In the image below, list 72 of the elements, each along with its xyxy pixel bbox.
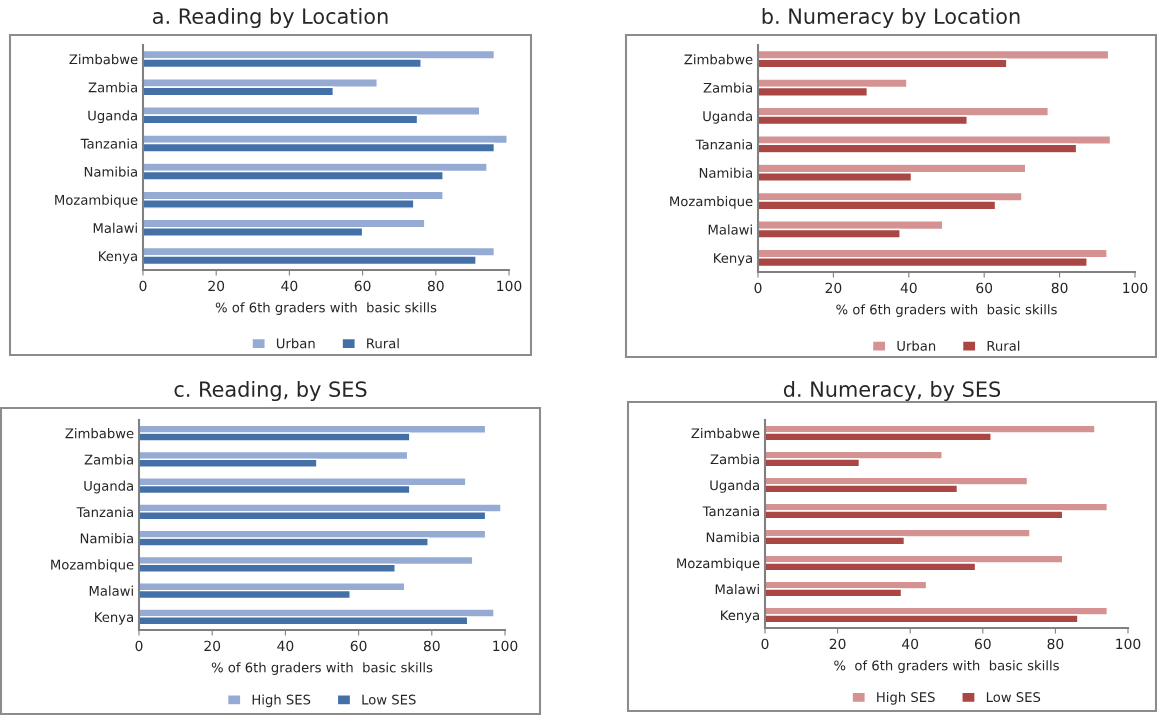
y-tick-label: Zimbabwe — [691, 427, 760, 439]
x-tick-label: 20 — [204, 640, 221, 652]
chart-title: a. Reading by Location — [153, 7, 388, 29]
x-tick-label: 80 — [1047, 638, 1064, 650]
y-tick-label: Zambia — [710, 453, 759, 465]
x-tick-label: 40 — [281, 280, 298, 292]
x-axis-title: % of 6th graders with basic skills — [834, 660, 1059, 673]
x-tick-label: 40 — [277, 640, 294, 652]
x-tick-label: 40 — [900, 282, 917, 294]
y-tick-label: Mozambique — [55, 194, 138, 208]
chart-title: b. Numeracy by Location — [762, 7, 1020, 29]
y-tick-label: Uganda — [84, 480, 133, 494]
legend-label: Urban — [276, 338, 315, 349]
x-tick-label: 60 — [350, 640, 367, 652]
y-tick-label: Mozambique — [670, 196, 753, 209]
chart-title: d. Numeracy, by SES — [783, 380, 1001, 402]
chart-title: c. Reading, by SES — [174, 380, 367, 402]
x-tick-label: 20 — [829, 638, 846, 650]
y-tick-label: Malawi — [89, 585, 133, 596]
y-tick-label: Namibia — [84, 166, 137, 177]
x-tick-label: 0 — [754, 282, 762, 294]
y-tick-label: Kenya — [714, 253, 752, 266]
x-tick-label: 40 — [902, 638, 919, 650]
y-tick-label: Tanzania — [80, 138, 137, 149]
legend-label: Low SES — [986, 692, 1041, 703]
x-tick-label: 0 — [139, 280, 147, 292]
y-tick-label: Mozambique — [677, 557, 760, 571]
x-tick-label: 100 — [1116, 638, 1141, 650]
y-tick-label: Kenya — [95, 612, 133, 625]
y-tick-label: Uganda — [710, 479, 759, 493]
x-tick-label: 20 — [825, 282, 842, 294]
x-axis-title: % of 6th graders with basic skills — [211, 662, 433, 675]
y-tick-label: Namibia — [699, 167, 752, 178]
x-axis-title: % of 6th graders with basic skills — [215, 302, 437, 315]
x-tick-label: 60 — [974, 638, 991, 650]
y-tick-label: Malawi — [708, 224, 752, 235]
y-tick-label: Zambia — [88, 82, 137, 93]
x-tick-label: 80 — [1051, 282, 1068, 294]
x-tick-label: 60 — [976, 282, 993, 294]
x-tick-label: 20 — [208, 280, 225, 292]
y-tick-label: Mozambique — [51, 559, 134, 573]
y-tick-label: Malawi — [93, 222, 137, 234]
x-tick-label: 100 — [493, 640, 518, 652]
x-axis-title: % of 6th graders with basic skills — [836, 304, 1057, 317]
y-tick-label: Tanzania — [695, 139, 752, 150]
legend-label: Rural — [367, 338, 399, 349]
x-tick-label: 80 — [423, 640, 440, 652]
x-tick-label: 0 — [761, 638, 769, 650]
legend-label: Low SES — [362, 694, 416, 705]
y-tick-label: Kenya — [99, 251, 137, 264]
x-tick-label: 60 — [354, 280, 371, 292]
legend-label: High SES — [252, 694, 311, 708]
x-tick-label: 100 — [497, 280, 522, 292]
x-tick-label: 100 — [1123, 282, 1148, 294]
x-tick-label: 80 — [427, 280, 444, 292]
y-tick-label: Zimbabwe — [684, 54, 753, 65]
y-tick-label: Zambia — [84, 454, 133, 465]
y-tick-label: Malawi — [715, 583, 759, 595]
x-tick-label: 0 — [135, 640, 143, 652]
y-tick-label: Kenya — [721, 610, 759, 623]
y-tick-label: Tanzania — [702, 505, 759, 517]
legend-label: Urban — [897, 340, 936, 351]
y-tick-label: Uganda — [703, 110, 752, 124]
legend-label: High SES — [877, 691, 935, 705]
y-tick-label: Zambia — [703, 82, 752, 93]
legend-label: Rural — [987, 340, 1020, 351]
y-tick-label: Zimbabwe — [65, 428, 134, 439]
y-tick-label: Uganda — [88, 110, 137, 124]
y-tick-label: Namibia — [80, 533, 133, 544]
y-tick-label: Zimbabwe — [69, 54, 138, 65]
y-tick-label: Namibia — [706, 531, 759, 543]
y-tick-label: Tanzania — [76, 506, 133, 518]
